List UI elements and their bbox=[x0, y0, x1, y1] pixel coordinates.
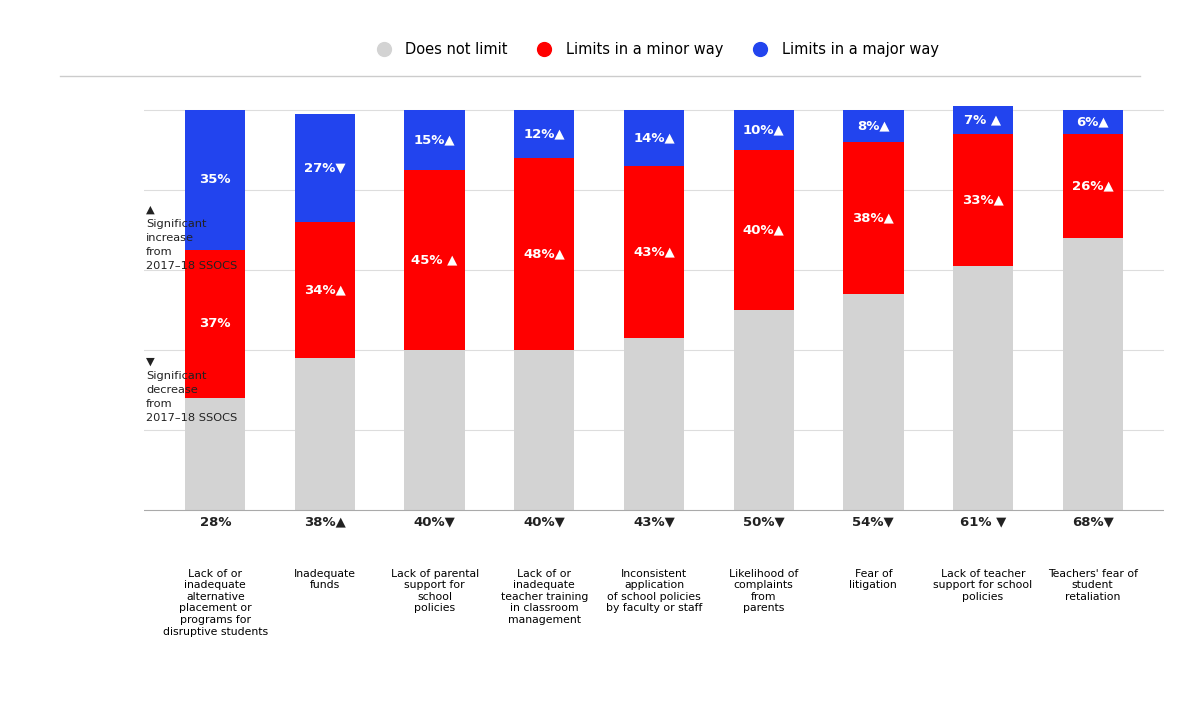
Bar bbox=[1062, 110, 1123, 134]
Text: 10%▲: 10%▲ bbox=[743, 123, 785, 137]
Text: 14%▲: 14%▲ bbox=[634, 132, 674, 145]
Bar bbox=[624, 338, 684, 510]
Bar bbox=[185, 250, 246, 397]
Bar bbox=[1062, 134, 1123, 238]
Text: 40%▼: 40%▼ bbox=[523, 516, 565, 528]
Bar bbox=[295, 358, 355, 510]
Bar bbox=[733, 310, 794, 510]
Text: 33%▲: 33%▲ bbox=[962, 194, 1004, 207]
Legend: Does not limit, Limits in a minor way, Limits in a major way: Does not limit, Limits in a minor way, L… bbox=[364, 36, 944, 63]
Text: 34%▲: 34%▲ bbox=[304, 284, 346, 297]
Bar bbox=[404, 110, 464, 170]
Bar bbox=[1062, 238, 1123, 510]
Text: 50%▼: 50%▼ bbox=[743, 516, 785, 528]
Bar bbox=[404, 350, 464, 510]
Bar bbox=[624, 110, 684, 166]
Text: 12%▲: 12%▲ bbox=[523, 127, 565, 140]
Bar bbox=[844, 110, 904, 142]
Text: 15%▲: 15%▲ bbox=[414, 133, 456, 146]
Text: 35%: 35% bbox=[199, 174, 232, 186]
Bar bbox=[295, 114, 355, 222]
Bar bbox=[185, 397, 246, 510]
Text: 27%▼: 27%▼ bbox=[304, 161, 346, 174]
Text: 68%▼: 68%▼ bbox=[1072, 516, 1114, 528]
Text: ▲
Significant
increase
from
2017–18 SSOCS: ▲ Significant increase from 2017–18 SSOC… bbox=[146, 205, 238, 271]
Bar bbox=[953, 266, 1013, 510]
Text: 43%▼: 43%▼ bbox=[634, 516, 674, 528]
Text: 26%▲: 26%▲ bbox=[1072, 179, 1114, 192]
Bar bbox=[185, 110, 246, 250]
Text: 6%▲: 6%▲ bbox=[1076, 115, 1109, 128]
Text: 38%▲: 38%▲ bbox=[304, 516, 346, 528]
Text: 8%▲: 8%▲ bbox=[857, 120, 889, 132]
Text: 54%▼: 54%▼ bbox=[852, 516, 894, 528]
Bar bbox=[844, 294, 904, 510]
Bar bbox=[733, 150, 794, 310]
Text: 45% ▲: 45% ▲ bbox=[412, 253, 458, 266]
Bar bbox=[624, 166, 684, 338]
Text: 37%: 37% bbox=[199, 318, 232, 330]
Text: 61% ▼: 61% ▼ bbox=[960, 516, 1007, 528]
Bar bbox=[514, 350, 575, 510]
Text: 38%▲: 38%▲ bbox=[852, 212, 894, 225]
Bar bbox=[844, 142, 904, 294]
Text: 40%▲: 40%▲ bbox=[743, 223, 785, 236]
Bar bbox=[295, 222, 355, 358]
Bar bbox=[514, 158, 575, 350]
Bar bbox=[514, 110, 575, 158]
Text: 43%▲: 43%▲ bbox=[634, 246, 674, 258]
Text: 48%▲: 48%▲ bbox=[523, 248, 565, 261]
Bar bbox=[404, 170, 464, 350]
Text: 28%: 28% bbox=[199, 516, 232, 528]
Bar bbox=[733, 110, 794, 150]
Bar bbox=[953, 106, 1013, 134]
Bar bbox=[953, 134, 1013, 266]
Text: 7% ▲: 7% ▲ bbox=[965, 114, 1002, 127]
Text: 40%▼: 40%▼ bbox=[414, 516, 456, 528]
Text: ▼
Significant
decrease
from
2017–18 SSOCS: ▼ Significant decrease from 2017–18 SSOC… bbox=[146, 356, 238, 423]
